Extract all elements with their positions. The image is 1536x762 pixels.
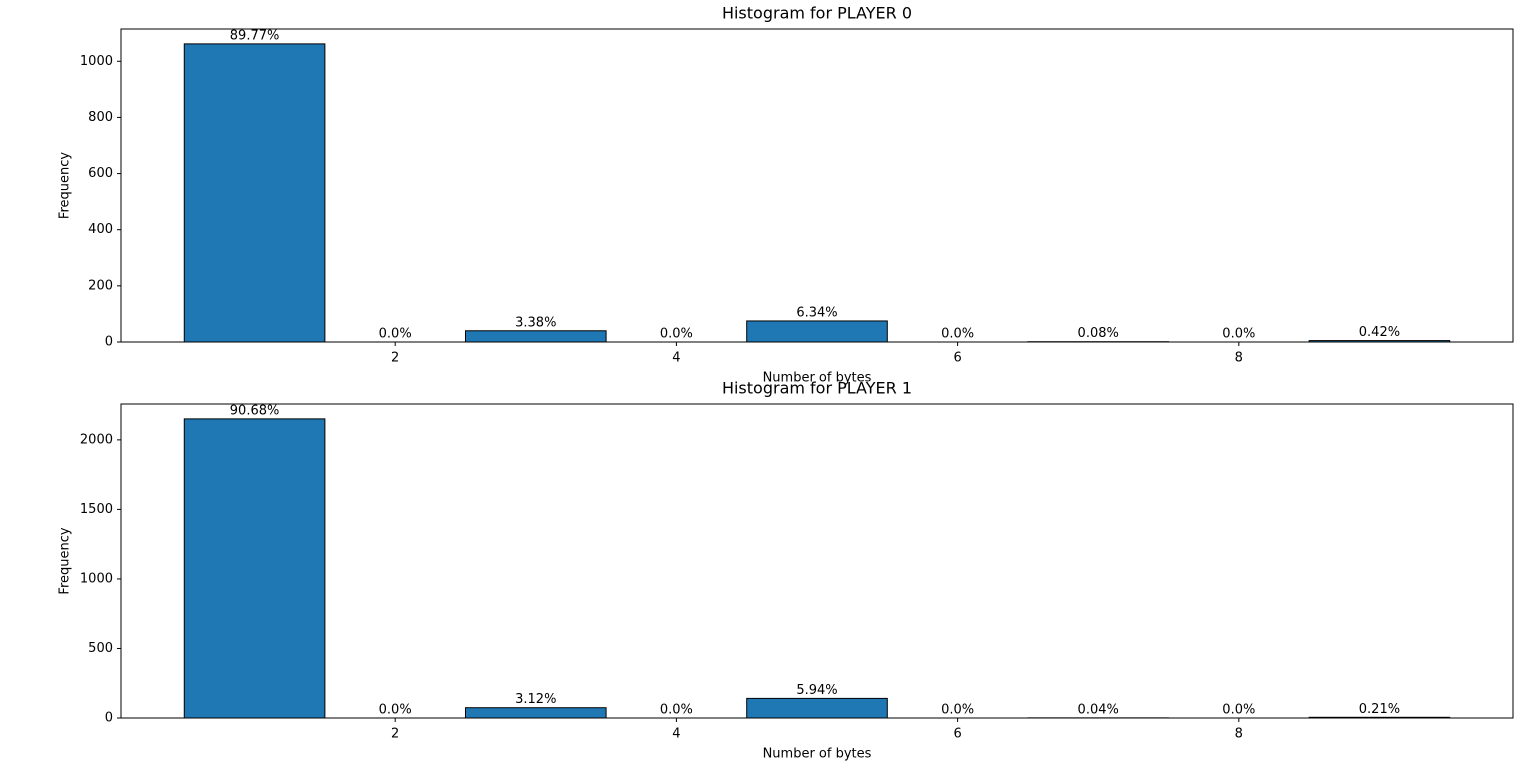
x-tick-label: 4 <box>672 351 680 366</box>
bar-label: 0.0% <box>660 703 693 718</box>
histogram-bar <box>746 697 888 719</box>
x-axis-label: Number of bytes <box>763 747 872 762</box>
x-tick-label: 2 <box>391 727 399 742</box>
x-axis-label: Number of bytes <box>763 371 872 386</box>
bar-label: 89.77% <box>230 28 280 43</box>
x-tick-label: 6 <box>953 351 961 366</box>
histogram-bar <box>183 43 326 343</box>
bar-label: 3.12% <box>515 692 556 707</box>
bar-label: 0.42% <box>1359 325 1400 340</box>
bar-label: 0.0% <box>379 327 412 342</box>
histogram-bar <box>183 418 326 719</box>
x-tick-label: 8 <box>1235 351 1243 366</box>
bar-label: 0.0% <box>1222 327 1255 342</box>
bar-label: 0.0% <box>941 703 974 718</box>
y-tick-label: 600 <box>88 166 113 181</box>
bar-label: 0.04% <box>1078 702 1119 717</box>
axes-frame <box>120 28 1514 343</box>
chart-title: Histogram for PLAYER 0 <box>722 4 912 23</box>
bar-label: 0.0% <box>379 703 412 718</box>
bar-label: 0.0% <box>1222 703 1255 718</box>
y-tick-label: 800 <box>88 110 113 125</box>
bar-label: 0.0% <box>660 327 693 342</box>
y-tick-label: 1500 <box>80 502 113 517</box>
y-axis-label: Frequency <box>58 527 73 594</box>
axes-frame <box>120 403 1514 719</box>
bar-label: 0.08% <box>1078 326 1119 341</box>
y-tick-label: 1000 <box>80 571 113 586</box>
y-tick-label: 1000 <box>80 54 113 69</box>
y-tick-label: 200 <box>88 278 113 293</box>
histogram-bar <box>464 330 607 343</box>
bar-label: 5.94% <box>796 683 837 698</box>
y-tick-label: 0 <box>105 335 113 350</box>
y-tick-label: 400 <box>88 222 113 237</box>
bar-label: 90.68% <box>230 403 280 418</box>
y-tick-label: 500 <box>88 641 113 656</box>
bar-label: 3.38% <box>515 315 556 330</box>
bar-label: 0.21% <box>1359 702 1400 717</box>
y-tick-label: 0 <box>105 711 113 726</box>
x-tick-label: 8 <box>1235 727 1243 742</box>
x-tick-label: 4 <box>672 727 680 742</box>
y-tick-label: 2000 <box>80 432 113 447</box>
x-tick-label: 6 <box>953 727 961 742</box>
histogram-bar <box>464 707 607 719</box>
chart-title: Histogram for PLAYER 1 <box>722 379 912 398</box>
bar-label: 0.0% <box>941 327 974 342</box>
x-tick-label: 2 <box>391 351 399 366</box>
y-axis-label: Frequency <box>58 152 73 219</box>
bar-label: 6.34% <box>796 305 837 320</box>
histogram-bar <box>746 320 888 343</box>
